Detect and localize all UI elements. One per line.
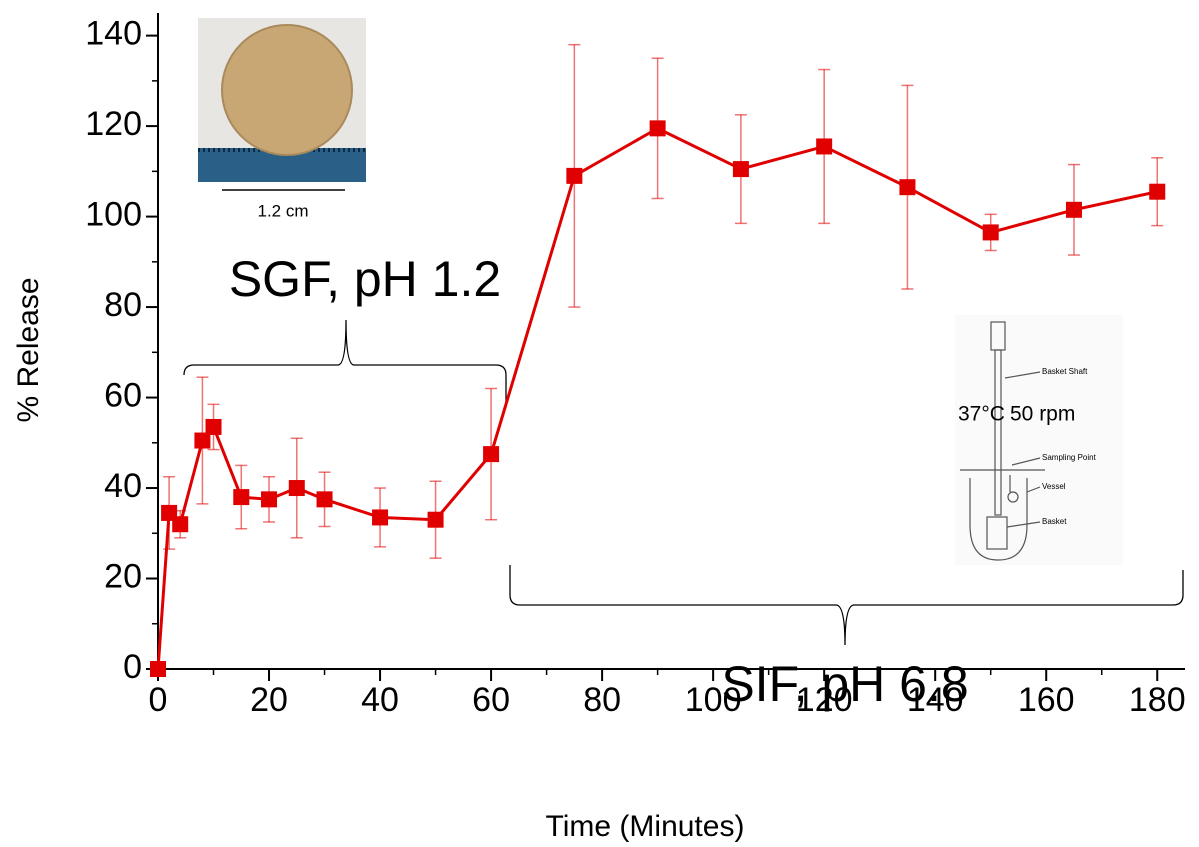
sgf-brace xyxy=(183,319,507,405)
data-point xyxy=(427,511,444,528)
y-tick-label: 40 xyxy=(104,467,142,505)
y-tick-label: 80 xyxy=(104,286,142,324)
sif-label: SIF, pH 6.8 xyxy=(721,656,968,712)
temperature-label: 37°C xyxy=(958,403,1005,426)
data-point xyxy=(205,418,222,435)
sampling-label: Sampling Point xyxy=(1042,453,1097,462)
x-tick-label: 120 xyxy=(796,681,853,719)
x-tick-label: 0 xyxy=(149,681,168,719)
data-point xyxy=(816,138,833,155)
y-tick-label: 60 xyxy=(104,377,142,415)
x-tick-label: 60 xyxy=(472,681,510,719)
y-tick-label: 140 xyxy=(85,15,142,53)
data-point xyxy=(982,224,999,241)
x-tick-label: 40 xyxy=(361,681,399,719)
data-point xyxy=(172,516,189,533)
data-point xyxy=(649,120,666,137)
apparatus-diagram xyxy=(955,315,1123,565)
x-tick-label: 80 xyxy=(583,681,621,719)
x-tick-label: 140 xyxy=(907,681,964,719)
scale-label: 1.2 cm xyxy=(257,201,308,220)
data-point xyxy=(899,179,916,196)
data-point xyxy=(732,161,749,178)
x-tick-label: 100 xyxy=(685,681,742,719)
x-tick-label: 160 xyxy=(1018,681,1075,719)
shaft-label: Basket Shaft xyxy=(1042,367,1088,376)
y-tick-label: 120 xyxy=(85,105,142,143)
y-tick-label: 20 xyxy=(104,558,142,596)
vessel-label: Vessel xyxy=(1042,482,1066,491)
sgf-label: SGF, pH 1.2 xyxy=(229,251,501,307)
basket-label: Basket xyxy=(1042,517,1067,526)
x-axis-label: Time (Minutes) xyxy=(546,810,745,843)
data-point xyxy=(566,167,583,184)
y-tick-label: 100 xyxy=(85,196,142,234)
data-point xyxy=(1065,201,1082,218)
speed-label: 50 rpm xyxy=(1010,403,1075,426)
data-point xyxy=(261,491,278,508)
data-point xyxy=(1149,183,1166,200)
data-point xyxy=(150,661,166,677)
y-tick-label: 0 xyxy=(123,648,142,686)
sif-brace xyxy=(509,565,1184,646)
data-point xyxy=(316,491,333,508)
data-point xyxy=(288,480,305,497)
tablet-photo xyxy=(198,18,366,191)
data-point xyxy=(372,509,389,526)
data-point xyxy=(233,489,250,506)
data-point xyxy=(483,446,500,463)
x-tick-label: 20 xyxy=(250,681,288,719)
x-tick-label: 180 xyxy=(1129,681,1186,719)
data-point xyxy=(194,432,211,449)
y-axis-label: % Release xyxy=(12,277,45,422)
